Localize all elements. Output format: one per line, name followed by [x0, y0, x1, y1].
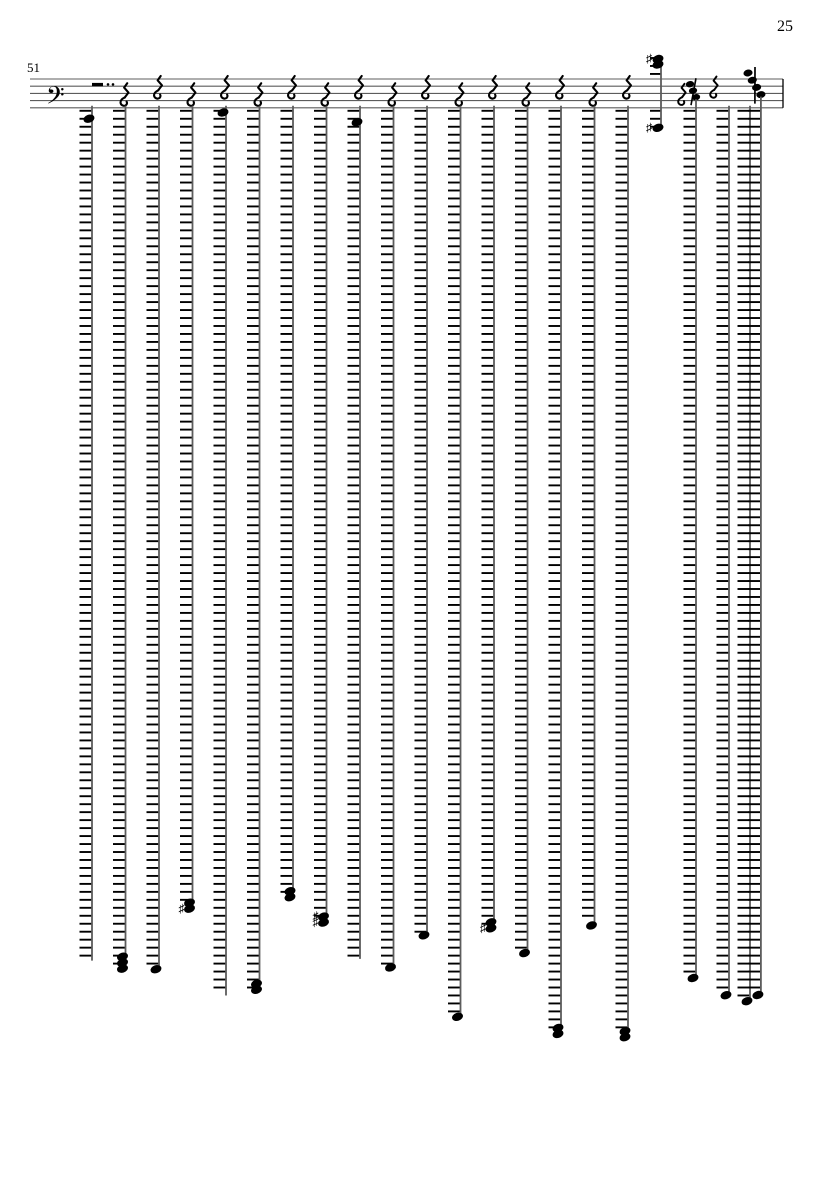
svg-text:♯: ♯	[646, 120, 652, 134]
svg-text:♯: ♯	[646, 52, 652, 66]
svg-text:♯: ♯	[313, 909, 319, 923]
svg-text:♯: ♯	[179, 901, 185, 915]
svg-text:51: 51	[27, 60, 40, 75]
svg-text:𝄢: 𝄢	[46, 83, 65, 115]
svg-text:♯: ♯	[480, 921, 486, 935]
svg-text:25: 25	[777, 18, 793, 35]
